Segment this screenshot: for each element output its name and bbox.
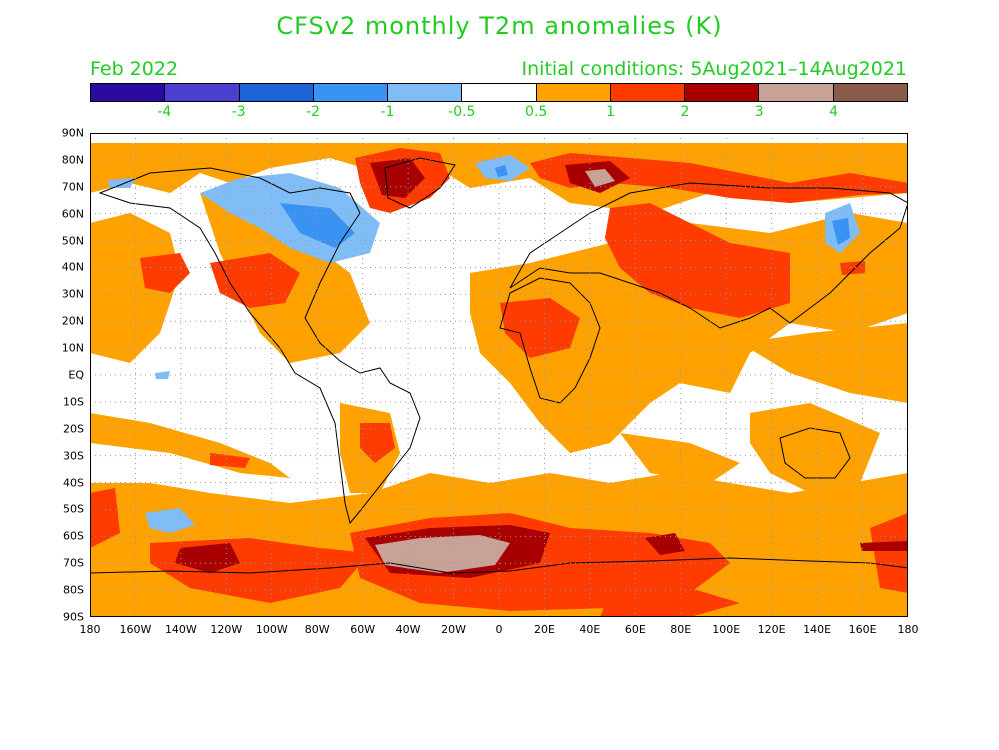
latitude-label: 50N xyxy=(61,234,84,248)
longitude-label: 180 xyxy=(79,623,101,636)
latitude-label: 40S xyxy=(63,476,84,490)
longitude-label: 140E xyxy=(803,623,832,636)
latitude-label: 60N xyxy=(61,207,84,221)
colorbar-box xyxy=(833,84,907,101)
longitude-label: 140W xyxy=(164,623,197,636)
latitude-label: 50S xyxy=(63,502,84,516)
longitude-label: 40E xyxy=(579,623,601,636)
latitude-label: 80N xyxy=(61,153,84,167)
colorbar-tick-label: -0.5 xyxy=(448,104,476,120)
longitude-label: 100E xyxy=(712,623,741,636)
colorbar-box xyxy=(91,84,166,101)
latitude-label: 30S xyxy=(63,449,84,463)
latitude-label: 90S xyxy=(63,610,84,624)
initial-conditions: Initial conditions: 5Aug2021–14Aug2021 xyxy=(521,58,907,80)
cold-anomaly-mid xyxy=(280,165,850,248)
longitude-label: 60E xyxy=(624,623,646,636)
colorbar-box xyxy=(685,84,760,101)
longitude-label: 20E xyxy=(533,623,555,636)
colorbar xyxy=(90,83,908,102)
latitude-label: EQ xyxy=(68,368,84,382)
latitude-label: 70N xyxy=(61,180,84,194)
colorbar-tick-label: -4 xyxy=(157,104,172,120)
latitude-label: 90N xyxy=(61,126,84,140)
colorbar-tick-label: 0.5 xyxy=(525,104,548,120)
colorbar-tick-label: -2 xyxy=(306,104,321,120)
map-title: CFSv2 monthly T2m anomalies (K) xyxy=(276,12,723,40)
latitude-label: 10N xyxy=(61,341,84,355)
longitude-label: 20W xyxy=(441,623,466,636)
latitude-label: 60S xyxy=(63,529,84,543)
latitude-label: 70S xyxy=(63,556,84,570)
latitude-label: 10S xyxy=(63,395,84,409)
colorbar-box xyxy=(462,84,537,101)
longitude-label: 40W xyxy=(395,623,421,636)
coastlines xyxy=(90,157,908,574)
colorbar-tick-label: -1 xyxy=(380,104,395,120)
anomaly-map xyxy=(90,133,908,617)
longitude-label: 100W xyxy=(255,623,288,636)
colorbar-box xyxy=(759,84,834,101)
colorbar-box xyxy=(165,84,240,101)
colorbar-tick-label: 1 xyxy=(606,104,615,120)
latitude-label: 20N xyxy=(61,314,84,328)
colorbar-box xyxy=(388,84,463,101)
longitude-label: 180 xyxy=(897,623,919,636)
colorbar-tick-label: 2 xyxy=(680,104,690,120)
longitude-label: 80E xyxy=(670,623,692,636)
graticule xyxy=(90,133,908,617)
latitude-label: 20S xyxy=(63,422,84,436)
longitude-label: 80W xyxy=(304,623,330,636)
colorbar-box xyxy=(239,84,314,101)
colorbar-tick-label: -3 xyxy=(231,104,246,120)
colorbar-tick-label: 3 xyxy=(754,104,764,120)
latitude-label: 30N xyxy=(61,287,84,301)
colorbar-tick-label: 4 xyxy=(829,104,839,120)
map-frame xyxy=(90,133,908,617)
forecast-period: Feb 2022 xyxy=(90,58,179,80)
warm-anomaly-extreme xyxy=(375,169,615,573)
longitude-label: 160W xyxy=(119,623,152,636)
longitude-label: 60W xyxy=(350,623,376,636)
colorbar-box xyxy=(610,84,686,101)
longitude-label: 0 xyxy=(495,623,503,636)
latitude-label: 40N xyxy=(61,260,84,274)
latitude-label: 80S xyxy=(63,583,84,597)
longitude-label: 160E xyxy=(848,623,877,636)
colorbar-box xyxy=(313,84,389,101)
colorbar-box xyxy=(536,84,611,101)
longitude-label: 120W xyxy=(210,623,243,636)
longitude-label: 120E xyxy=(757,623,786,636)
